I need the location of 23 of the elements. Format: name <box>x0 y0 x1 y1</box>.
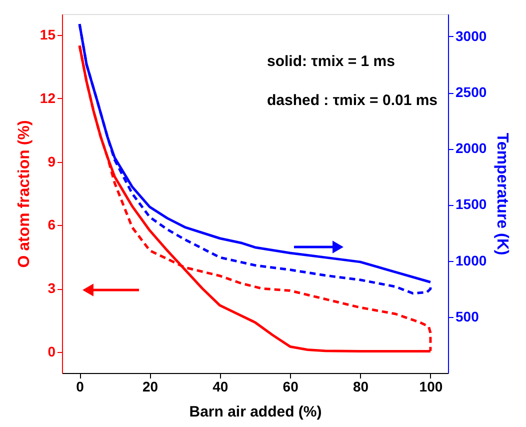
annotation: solid: τmix = 1 ms <box>267 52 395 70</box>
y-axis-title: O atom fraction (%) <box>16 120 33 268</box>
x-tick-label: 80 <box>352 378 369 394</box>
y-tick-label: 15 <box>40 26 56 43</box>
y2-tick-label: 1500 <box>456 196 487 212</box>
x-tick-label: 40 <box>212 378 228 394</box>
y-tick-label: 6 <box>48 216 56 233</box>
y2-tick-label: 1000 <box>456 252 487 268</box>
y2-tick-label: 2500 <box>456 84 487 100</box>
y2-tick-label: 2000 <box>456 140 487 156</box>
x-axis-title: Barn air added (%) <box>189 404 322 420</box>
y2-tick-label: 3000 <box>456 28 487 44</box>
y-tick-label: 3 <box>48 280 56 296</box>
y-tick-label: 9 <box>48 153 56 170</box>
y-tick-label: 12 <box>40 90 56 106</box>
y-tick-label: 0 <box>48 343 56 360</box>
y2-axis-title: Temperature (K) <box>494 132 511 256</box>
annotation: dashed : τmix = 0.01 ms <box>267 92 438 109</box>
x-tick-label: 100 <box>419 378 443 394</box>
x-tick-label: 0 <box>76 378 84 394</box>
x-tick-label: 20 <box>142 378 158 394</box>
y2-tick-label: 500 <box>456 308 480 324</box>
x-tick-label: 60 <box>282 378 299 394</box>
